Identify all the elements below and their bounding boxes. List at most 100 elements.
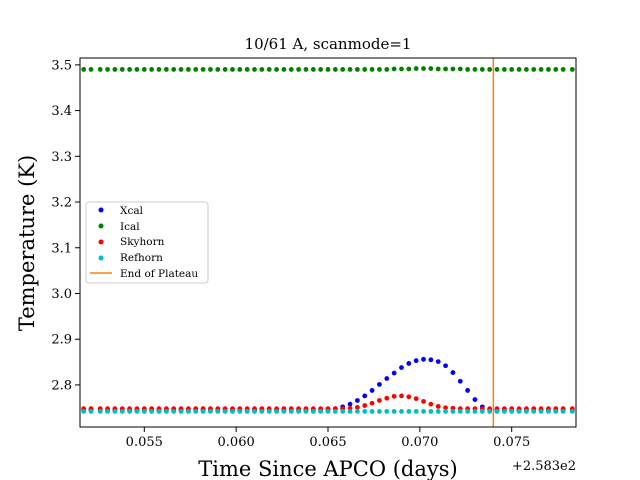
data-point-refhorn <box>509 409 515 414</box>
data-point-ical <box>384 67 390 72</box>
data-point-refhorn <box>259 409 265 414</box>
x-tick-label: 0.065 <box>309 435 346 450</box>
data-point-refhorn <box>134 409 140 414</box>
data-point-ical <box>560 67 566 72</box>
data-point-xcal <box>399 365 404 370</box>
data-point-refhorn <box>472 409 478 414</box>
x-tick-label: 0.070 <box>401 435 438 450</box>
data-point-refhorn <box>413 409 419 414</box>
data-point-xcal <box>450 370 456 375</box>
data-point-ical <box>509 67 515 72</box>
data-point-ical <box>531 67 537 72</box>
data-point-ical <box>450 66 456 72</box>
y-tick-label: 3.0 <box>51 287 72 302</box>
data-point-refhorn <box>347 409 353 414</box>
data-point-xcal <box>443 363 448 369</box>
data-point-refhorn <box>178 409 184 414</box>
legend-marker-ical <box>98 223 104 229</box>
data-point-refhorn <box>465 409 471 414</box>
data-point-skyhorn <box>384 395 390 401</box>
data-point-refhorn <box>501 409 507 414</box>
data-point-ical <box>569 67 575 72</box>
data-point-refhorn <box>399 409 404 414</box>
data-point-xcal <box>384 376 390 381</box>
data-point-ical <box>501 67 507 72</box>
legend-label-skyhorn: Skyhorn <box>120 236 165 248</box>
data-point-skyhorn <box>354 404 360 410</box>
data-point-ical <box>97 67 103 72</box>
data-point-ical <box>428 66 434 71</box>
data-point-ical <box>443 66 448 72</box>
data-point-ical <box>487 67 493 72</box>
data-point-refhorn <box>494 409 500 414</box>
data-point-refhorn <box>487 409 493 414</box>
data-point-refhorn <box>354 409 360 414</box>
data-point-ical <box>472 67 478 72</box>
data-point-refhorn <box>193 409 199 414</box>
data-point-refhorn <box>428 409 434 414</box>
data-point-refhorn <box>119 409 125 414</box>
data-point-ical <box>244 67 250 72</box>
data-point-xcal <box>362 393 368 399</box>
data-point-ical <box>149 67 155 72</box>
data-point-xcal <box>347 401 353 407</box>
data-point-ical <box>171 67 177 72</box>
data-point-skyhorn <box>377 398 382 403</box>
data-point-refhorn <box>560 409 566 414</box>
data-point-refhorn <box>524 409 529 414</box>
data-point-xcal <box>391 370 397 376</box>
data-point-refhorn <box>369 409 375 414</box>
data-point-ical <box>296 67 302 72</box>
data-point-refhorn <box>384 409 390 414</box>
data-point-ical <box>340 67 346 72</box>
data-point-refhorn <box>252 409 257 414</box>
legend-label-xcal: Xcal <box>120 205 144 217</box>
x-tick-label: 0.075 <box>493 435 530 450</box>
data-point-refhorn <box>185 409 191 414</box>
data-point-refhorn <box>457 409 463 414</box>
data-point-refhorn <box>421 409 426 414</box>
data-point-refhorn <box>156 409 162 414</box>
data-point-ical <box>274 67 279 72</box>
data-point-ical <box>391 66 397 72</box>
data-point-refhorn <box>149 409 155 414</box>
data-point-refhorn <box>531 409 537 414</box>
data-point-ical <box>252 67 257 72</box>
data-point-refhorn <box>538 409 544 414</box>
data-point-ical <box>362 67 368 72</box>
data-point-refhorn <box>362 409 368 414</box>
data-point-refhorn <box>81 409 87 414</box>
data-point-ical <box>538 67 544 72</box>
data-point-refhorn <box>208 409 213 414</box>
y-tick-label: 3.3 <box>51 150 72 165</box>
data-point-refhorn <box>318 409 324 414</box>
data-point-ical <box>134 67 140 72</box>
data-point-xcal <box>435 359 441 365</box>
data-point-ical <box>369 67 375 72</box>
data-point-refhorn <box>171 409 177 414</box>
data-point-ical <box>266 67 272 72</box>
chart-title: 10/61 A, scanmode=1 <box>245 35 412 53</box>
data-point-xcal <box>369 388 375 393</box>
data-point-ical <box>105 67 110 72</box>
data-point-refhorn <box>310 409 316 414</box>
data-point-xcal <box>406 361 412 366</box>
data-point-skyhorn <box>413 396 419 402</box>
data-point-refhorn <box>244 409 250 414</box>
data-point-ical <box>332 67 338 72</box>
data-point-refhorn <box>443 409 448 414</box>
data-point-refhorn <box>340 409 346 414</box>
data-point-ical <box>347 67 353 72</box>
data-point-ical <box>303 67 309 72</box>
data-point-ical <box>435 66 441 72</box>
data-point-xcal <box>457 378 463 384</box>
data-point-refhorn <box>112 409 118 414</box>
data-point-ical <box>163 67 169 72</box>
data-point-refhorn <box>296 409 302 414</box>
data-point-ical <box>399 66 404 72</box>
y-tick-label: 3.5 <box>51 58 72 73</box>
data-point-ical <box>237 67 243 72</box>
data-point-refhorn <box>569 409 575 414</box>
y-tick-label: 3.1 <box>51 241 72 256</box>
data-point-ical <box>524 67 529 72</box>
